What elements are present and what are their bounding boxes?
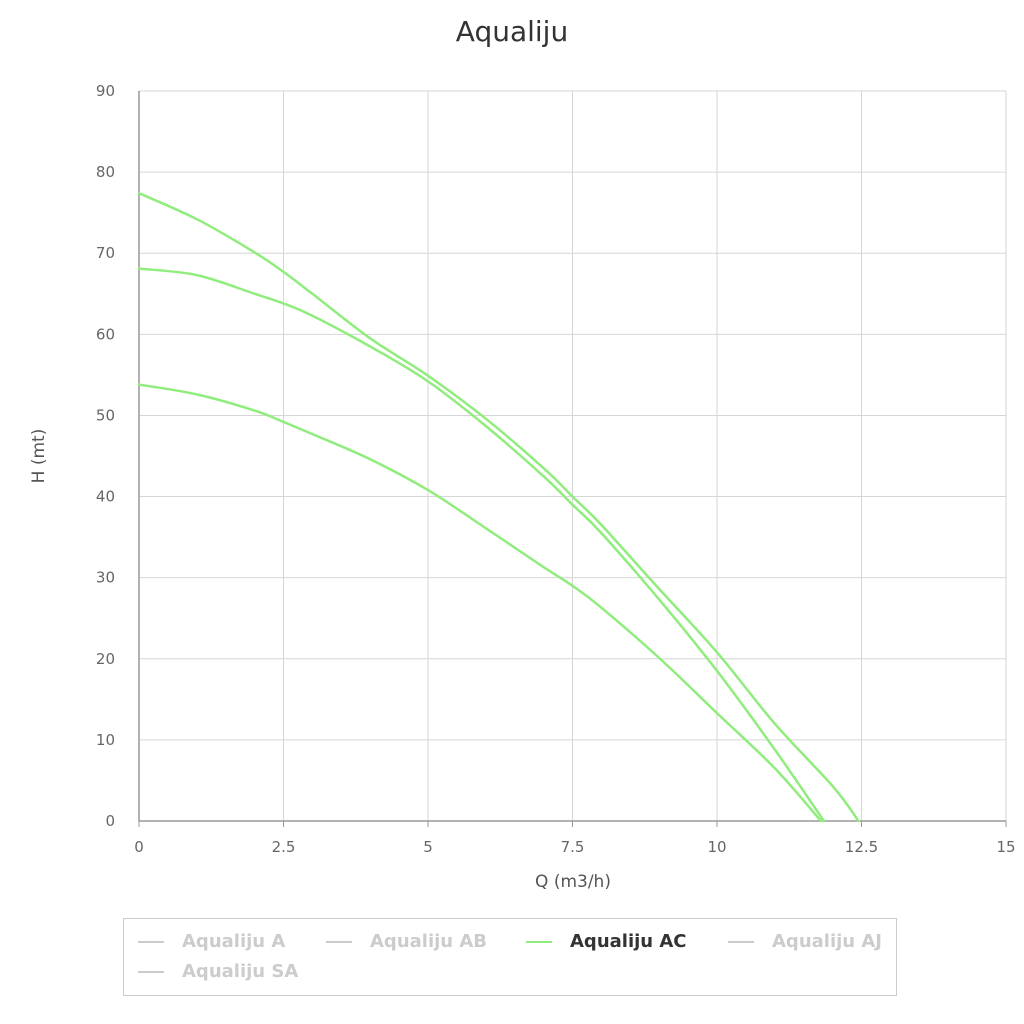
- legend-label: Aqualiju AB: [370, 931, 488, 952]
- y-tick-label: 50: [96, 406, 115, 424]
- x-tick-label: 12.5: [845, 838, 878, 856]
- x-axis-title: Q (m3/h): [535, 872, 611, 892]
- series-line-3[interactable]: [137, 383, 823, 823]
- legend-item-aqualiju-a[interactable]: Aqualiju A: [138, 931, 285, 952]
- x-tick-label: 7.5: [561, 838, 585, 856]
- chart-title: Aqualiju: [456, 15, 568, 48]
- y-tick-label: 90: [96, 82, 115, 100]
- series-layer: [137, 191, 860, 823]
- legend-item-aqualiju-sa[interactable]: Aqualiju SA: [138, 961, 298, 982]
- legend-line-icon: [326, 940, 352, 943]
- x-tick-label: 2.5: [272, 838, 296, 856]
- legend-item-aqualiju-aj[interactable]: Aqualiju AJ: [728, 931, 882, 952]
- axes: 0 10 20 30 40 50 60 70 80 90 0 2.5 5 7.5 10 12.5 15: [96, 82, 1016, 856]
- y-axis-title: H (mt): [29, 429, 49, 484]
- y-tick-label: 10: [96, 731, 115, 749]
- y-tick-label: 0: [105, 812, 115, 830]
- y-tick-label: 80: [96, 163, 115, 181]
- legend-line-icon: [138, 970, 164, 973]
- y-tick-label: 20: [96, 650, 115, 668]
- legend-line-icon: [728, 940, 754, 943]
- y-tick-label: 40: [96, 488, 115, 506]
- legend-label: Aqualiju AC: [570, 931, 687, 952]
- legend-line-icon: [138, 940, 164, 943]
- series-line-2[interactable]: [137, 267, 826, 823]
- legend-item-aqualiju-ab[interactable]: Aqualiju AB: [326, 931, 487, 952]
- legend: Aqualiju A Aqualiju AB Aqualiju AC Aqual…: [123, 918, 897, 996]
- legend-label: Aqualiju AJ: [772, 931, 882, 952]
- y-tick-label: 70: [96, 244, 115, 262]
- legend-label: Aqualiju SA: [182, 961, 299, 982]
- x-tick-label: 15: [996, 838, 1015, 856]
- x-tick-label: 10: [707, 838, 726, 856]
- y-tick-label: 30: [96, 569, 115, 587]
- legend-label: Aqualiju A: [182, 931, 286, 952]
- y-tick-label: 60: [96, 325, 115, 343]
- x-tick-label: 0: [134, 838, 144, 856]
- series-line-1[interactable]: [137, 191, 860, 823]
- legend-item-aqualiju-ac[interactable]: Aqualiju AC: [526, 931, 687, 952]
- grid: [138, 90, 1007, 822]
- legend-line-icon: [526, 940, 552, 943]
- x-tick-label: 5: [423, 838, 433, 856]
